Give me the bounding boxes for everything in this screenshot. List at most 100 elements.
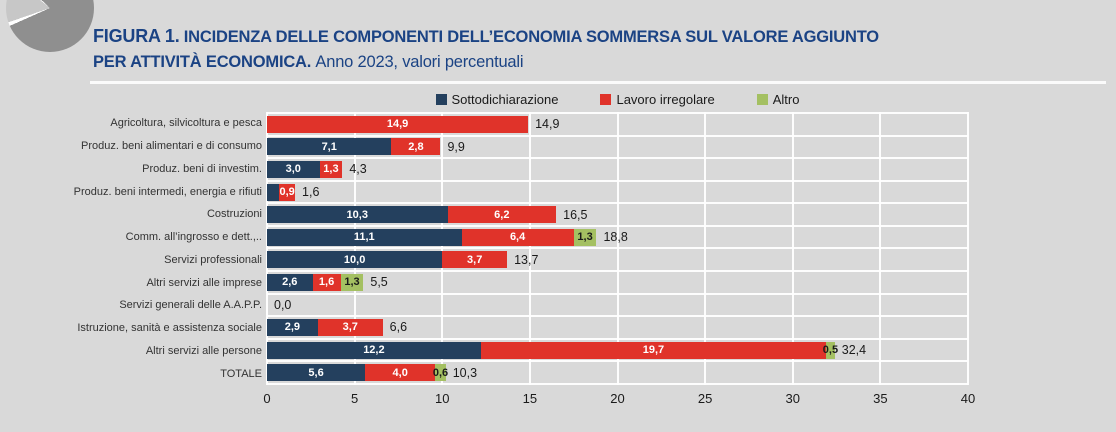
legend-swatch-icon: [756, 94, 768, 105]
category-label: TOTALE: [220, 367, 262, 380]
bar-segment-lavoro-irregolare: 19,7: [480, 341, 827, 359]
total-value-label: 0,0: [274, 297, 292, 312]
bar-segment-sottodichiarazione: 2,6: [267, 273, 313, 291]
chart-row: 5,6 4,0 0,6 10,3: [267, 360, 968, 383]
category-label: Servizi professionali: [164, 253, 262, 266]
legend-label: Altro: [772, 92, 800, 107]
bar-segment-sottodichiarazione: 2,9: [267, 318, 318, 336]
category-label: Comm. all’ingrosso e dett.,..: [125, 231, 262, 244]
bar-segment-lavoro-irregolare: 6,4: [461, 228, 574, 246]
bar-segment-lavoro-irregolare: 2,8: [391, 138, 441, 156]
stacked-bar: 11,1 6,4 1,3 18,8: [267, 228, 968, 246]
segment-value-label: 0,5: [822, 344, 839, 357]
figure-title: FIGURA 1. INCIDENZA DELLE COMPONENTI DEL…: [93, 24, 993, 75]
stacked-bar: 2,6 1,6 1,3 5,5: [267, 273, 968, 291]
legend-swatch-icon: [600, 94, 612, 105]
segment-value-label: 1,3: [344, 276, 360, 289]
stacked-bar: 3,0 1,3 4,3: [267, 160, 968, 178]
chart-row: 12,2 19,7 0,5 32,4: [267, 337, 968, 361]
segment-value-label: 2,6: [282, 276, 298, 289]
x-tick-label: 40: [960, 391, 976, 406]
legend-item: Altro: [756, 92, 800, 107]
segment-value-label: 2,8: [408, 140, 424, 153]
bar-segment-sottodichiarazione: 11,1: [267, 228, 462, 246]
total-value-label: 10,3: [452, 365, 478, 380]
bar-segment-lavoro-irregolare: 4,0: [365, 364, 436, 382]
bar-segment-sottodichiarazione: 12,2: [267, 341, 481, 359]
legend-item: Lavoro irregolare: [600, 92, 715, 107]
chart-row: 11,1 6,4 1,3 18,8: [267, 224, 968, 248]
x-tick-label: 0: [263, 391, 271, 406]
segment-value-label: 1,6: [318, 276, 335, 289]
bar-segment-sottodichiarazione: 10,3: [267, 206, 448, 224]
total-value-label: 13,7: [514, 252, 539, 267]
stacked-bar: 10,0 3,7 13,7: [267, 251, 968, 269]
total-value-label: 4,3: [349, 162, 367, 177]
total-value-label: 16,5: [563, 207, 588, 222]
stacked-bar: 0,0: [267, 296, 968, 313]
segment-value-label: 4,0: [392, 366, 408, 379]
chart-row: 0,9 1,6: [267, 179, 968, 203]
segment-value-label: 6,4: [509, 231, 526, 244]
segment-value-label: 3,0: [285, 163, 301, 176]
total-value-label: 14,9: [535, 117, 560, 132]
total-value-label: 18,8: [603, 230, 628, 245]
legend-item: Sottodichiarazione: [435, 92, 558, 107]
figure-title-text-2: PER ATTIVITÀ ECONOMICA.: [93, 53, 312, 71]
segment-value-label: 0,9: [279, 186, 295, 199]
segment-value-label: 10,0: [343, 253, 366, 266]
bar-segment-lavoro-irregolare: 1,3: [319, 160, 343, 178]
segment-value-label: 12,2: [363, 344, 385, 357]
segment-value-label: 14,9: [386, 118, 409, 131]
category-label: Produz. beni di investim.: [142, 162, 262, 175]
total-value-label: 1,6: [302, 185, 320, 200]
segment-value-label: 11,1: [353, 231, 375, 244]
category-label: Agricoltura, silvicoltura e pesca: [110, 117, 262, 130]
bar-segment-sottodichiarazione: 7,1: [267, 138, 392, 156]
chart-row: 14,9 14,9: [267, 112, 968, 135]
category-label: Servizi generali delle A.A.P.P.: [119, 299, 262, 312]
figure-title-line2: PER ATTIVITÀ ECONOMICA. Anno 2023, valor…: [93, 50, 993, 75]
legend-swatch-icon: [435, 94, 447, 105]
bar-segment-sottodichiarazione: 3,0: [267, 160, 320, 178]
figure-title-text: INCIDENZA DELLE COMPONENTI DELL’ECONOMIA…: [183, 28, 879, 46]
bar-segment-lavoro-irregolare: 14,9: [267, 115, 529, 133]
chart-row: 10,3 6,2 16,5: [267, 202, 968, 225]
bar-segment-lavoro-irregolare: 3,7: [317, 318, 383, 336]
stacked-bar: 2,9 3,7 6,6: [267, 318, 968, 336]
stacked-bar: 5,6 4,0 0,6 10,3: [267, 364, 968, 382]
figure-title-line1: FIGURA 1. INCIDENZA DELLE COMPONENTI DEL…: [93, 24, 993, 50]
bar-segment-altro: 1,3: [573, 228, 597, 246]
bar-segment-lavoro-irregolare: 3,7: [442, 251, 508, 269]
gridline: [967, 112, 969, 385]
bar-segment-lavoro-irregolare: 0,9: [279, 183, 296, 201]
segment-value-label: 3,7: [467, 253, 483, 266]
segment-value-label: 7,1: [321, 140, 337, 153]
legend-label: Lavoro irregolare: [616, 92, 715, 107]
stacked-bar: 10,3 6,2 16,5: [267, 206, 968, 224]
stacked-bar: 14,9 14,9: [267, 115, 968, 133]
chart-rows: 14,9 14,9 7,1 2,8 9,9 3,0 1,3 4,3 0,9 1,6 10,3 6,2 1…: [267, 112, 968, 385]
chart-row: 0,0: [267, 292, 968, 316]
chart-row: 10,0 3,7 13,7: [267, 247, 968, 270]
segment-value-label: 1,3: [577, 231, 593, 244]
chart-row: 7,1 2,8 9,9: [267, 134, 968, 158]
category-labels: Agricoltura, silvicoltura e pesca Produz.…: [0, 112, 262, 385]
legend: Sottodichiarazione Lavoro irregolare Altro: [267, 92, 968, 107]
x-tick-label: 10: [435, 391, 450, 406]
plot-area: 14,9 14,9 7,1 2,8 9,9 3,0 1,3 4,3 0,9 1,6 10,3 6,2 1…: [266, 112, 969, 385]
x-axis: 0 5 10 15 20 25 30 35 40: [263, 391, 975, 409]
chart-row: 2,6 1,6 1,3 5,5: [267, 270, 968, 293]
category-label: Costruzioni: [206, 208, 262, 221]
category-label: Altri servizi alle imprese: [146, 276, 262, 289]
bar-segment-sottodichiarazione: [267, 183, 280, 201]
x-tick-label: 30: [785, 391, 800, 406]
total-value-label: 6,6: [389, 320, 408, 335]
category-label: Istruzione, sanità e assistenza sociale: [77, 322, 262, 335]
segment-value-label: 0,6: [432, 366, 449, 379]
figure-subtitle: Anno 2023, valori percentuali: [315, 53, 524, 71]
total-value-label: 5,5: [370, 275, 388, 290]
chart-row: 2,9 3,7 6,6: [267, 315, 968, 338]
pie-chart-logo: [6, 0, 94, 52]
bar-segment-sottodichiarazione: 10,0: [267, 251, 443, 269]
